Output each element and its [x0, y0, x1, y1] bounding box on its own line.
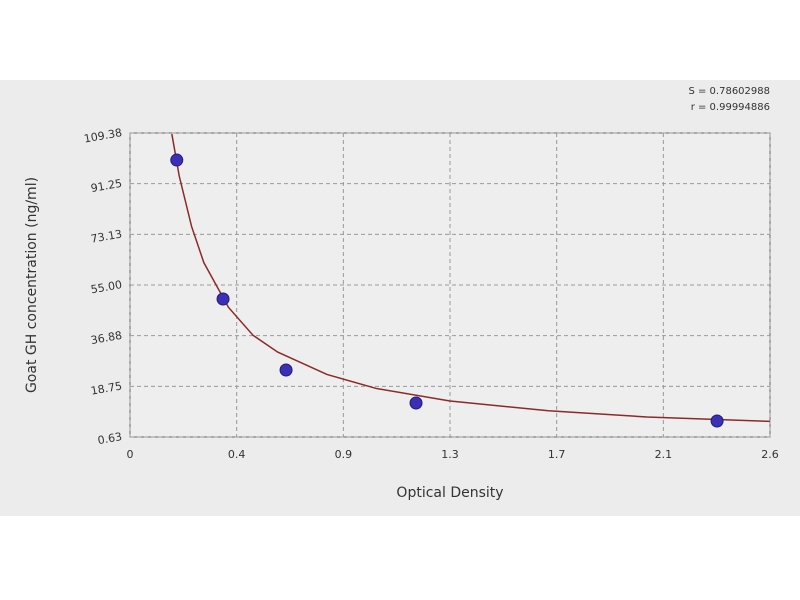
- x-tick-label: 2.6: [761, 448, 779, 461]
- y-tick-label: 91.25: [90, 177, 123, 195]
- x-tick-label: 1.7: [548, 448, 566, 461]
- data-point: [170, 153, 184, 167]
- x-tick-label: 1.3: [441, 448, 459, 461]
- data-point: [409, 396, 423, 410]
- y-axis-label: Goat GH concentration (ng/ml): [24, 177, 40, 393]
- x-axis-label: Optical Density: [396, 485, 503, 501]
- y-tick-label: 36.88: [90, 329, 123, 347]
- y-tick-label: 0.63: [97, 430, 123, 447]
- y-tick-label: 18.75: [90, 379, 123, 397]
- x-tick-label: 0.4: [228, 448, 246, 461]
- data-point: [216, 292, 230, 306]
- fit-curve: [171, 133, 771, 423]
- x-tick-label: 0.9: [335, 448, 353, 461]
- x-tick-label: 0: [127, 448, 134, 461]
- annotation: S = 0.78602988: [688, 86, 770, 97]
- x-tick-label: 2.1: [655, 448, 673, 461]
- data-point: [710, 414, 724, 428]
- data-point: [279, 363, 293, 377]
- annotation: r = 0.99994886: [691, 102, 770, 113]
- y-tick-label: 55.00: [90, 278, 123, 296]
- y-tick-label: 73.13: [90, 227, 123, 245]
